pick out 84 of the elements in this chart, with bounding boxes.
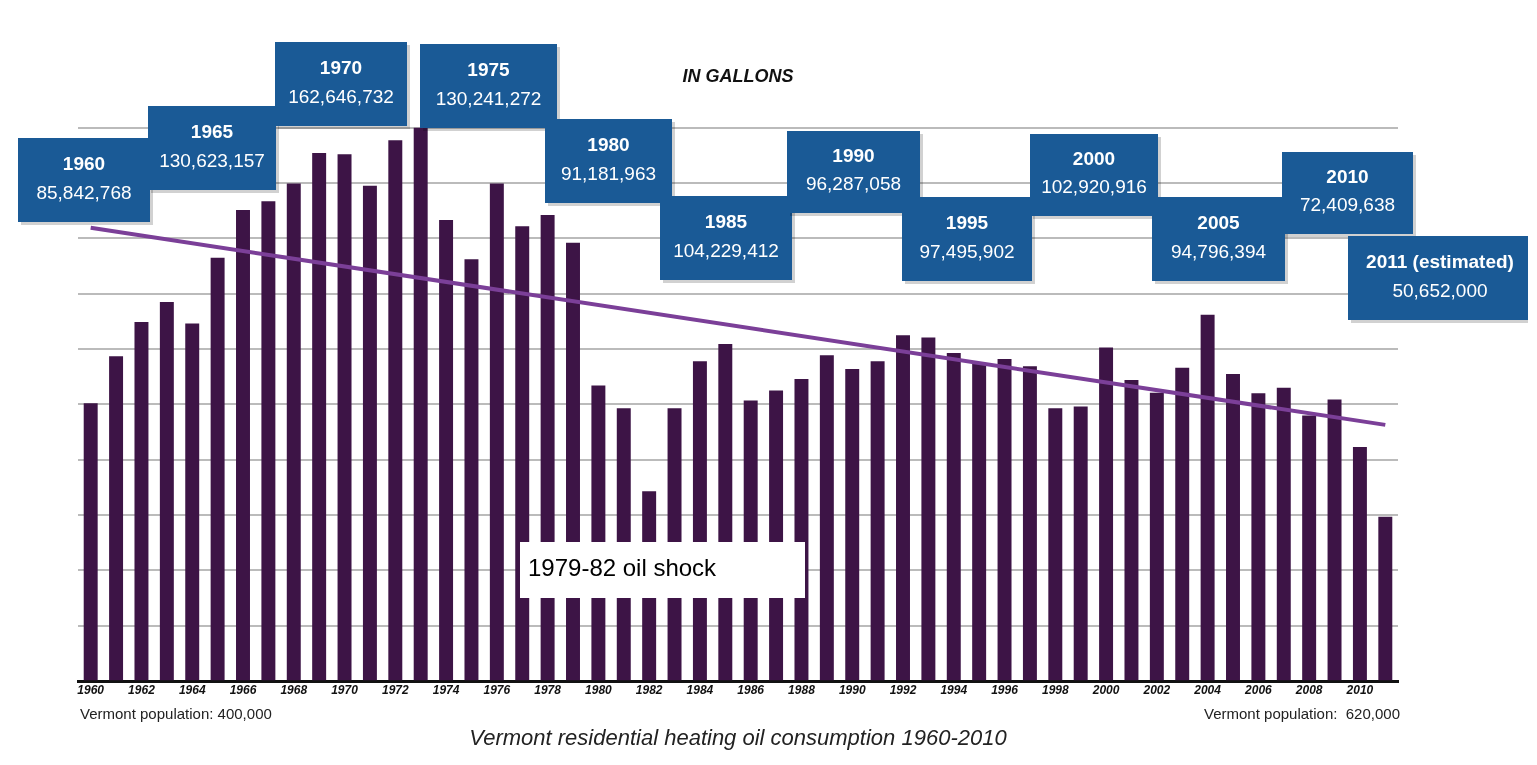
bar [1200, 314, 1215, 681]
text: Vermont population: 620,000 [1204, 705, 1400, 723]
text: Vermont population: 400,000 [80, 705, 272, 723]
bar [362, 185, 377, 681]
annotation: 1980 91,181,963 [560, 134, 657, 184]
x-tick-label: 1976 [483, 682, 511, 697]
x-tick-label: 2006 [1244, 682, 1273, 697]
x-tick-label: 1960 [77, 682, 105, 697]
bar [1073, 406, 1088, 681]
x-tick-label: 1992 [889, 682, 917, 697]
bar [845, 368, 860, 681]
x-tick-label: 1982 [635, 682, 663, 697]
x-tick-label: 1978 [534, 682, 562, 697]
x-tick-label: 1974 [432, 682, 460, 697]
bar [489, 183, 504, 681]
bar [134, 321, 149, 681]
bar [921, 337, 936, 681]
bar [413, 127, 428, 681]
bar [1352, 447, 1367, 681]
x-tick-label: 1996 [991, 682, 1019, 697]
bar [1302, 415, 1317, 681]
bar [946, 352, 961, 681]
annotation: 1985 104,229,412 [673, 211, 779, 261]
bar [1099, 347, 1114, 681]
text: 1970 162,646,732 [288, 57, 394, 107]
x-tick-label: 2004 [1193, 682, 1222, 697]
bar [83, 403, 98, 681]
text: Vermont residential heating oil consumption 1960-2010 [469, 724, 1008, 750]
annotation: 1990 96,287,058 [805, 145, 902, 195]
x-tick-label: 1966 [229, 682, 257, 697]
annotation: 1960 85,842,768 [36, 153, 132, 203]
x-tick-label: 1970 [331, 682, 359, 697]
x-tick-label: 1984 [686, 682, 714, 697]
x-tick-label: 1968 [280, 682, 308, 697]
bar [159, 301, 174, 681]
bar [439, 220, 454, 681]
bar [1175, 367, 1190, 681]
annotation: 1995 97,495,902 [919, 212, 1015, 262]
bar [109, 356, 124, 681]
x-tick-label: 2008 [1294, 682, 1323, 697]
bar [337, 154, 352, 681]
bar [515, 226, 530, 681]
x-tick-label: 1988 [788, 682, 816, 697]
bar [312, 153, 327, 681]
x-tick-label: 2010 [1345, 682, 1374, 697]
annotation: 2011 (estimated) 50,652,000 [1366, 251, 1514, 301]
chart-subtitle: IN GALLONS [682, 65, 794, 86]
x-tick-label: 1962 [128, 682, 156, 697]
bar [896, 335, 910, 681]
x-tick-label: 1986 [737, 682, 765, 697]
text: 1975 130,241,272 [435, 59, 542, 109]
bar [1276, 387, 1291, 681]
bar [236, 210, 250, 681]
x-tick-label: 2000 [1091, 682, 1120, 697]
bar [1251, 393, 1266, 681]
x-tick-label: 2002 [1142, 682, 1171, 697]
bar [1327, 399, 1342, 681]
bar [997, 359, 1012, 681]
annotation: 2010 72,409,638 [1299, 166, 1396, 216]
bar [972, 363, 987, 681]
bar [819, 355, 834, 681]
bar [870, 361, 885, 681]
annotation: 2005 94,796,394 [1170, 212, 1267, 262]
text-box: 1979-82 oil shock [520, 542, 805, 598]
x-tick-label: 1990 [838, 682, 866, 697]
bar [210, 257, 225, 681]
bar [1124, 380, 1139, 681]
x-tick-label: 1994 [940, 682, 968, 697]
bar [261, 201, 276, 681]
x-tick-label: 1972 [381, 682, 409, 697]
bar [286, 183, 301, 681]
bar [1226, 373, 1240, 681]
bar [388, 140, 403, 681]
bar [1149, 392, 1164, 681]
x-tick-label: 1980 [585, 682, 613, 697]
x-tick-label: 1964 [178, 682, 206, 697]
bar [185, 323, 200, 681]
bar [1048, 408, 1063, 681]
annotation: 1965 130,623,157 [159, 121, 265, 171]
bar [1022, 366, 1037, 681]
bar [464, 259, 479, 681]
annotation: 2000 102,920,916 [1041, 148, 1147, 198]
x-tick-label: 1998 [1041, 682, 1069, 697]
bar [1378, 516, 1393, 681]
